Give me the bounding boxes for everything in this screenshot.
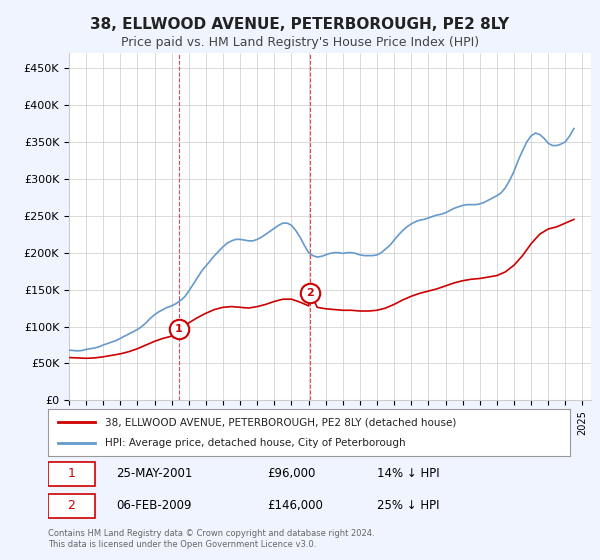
Text: 25-MAY-2001: 25-MAY-2001 — [116, 467, 192, 480]
Text: Contains HM Land Registry data © Crown copyright and database right 2024.
This d: Contains HM Land Registry data © Crown c… — [48, 529, 374, 549]
Text: 2: 2 — [68, 500, 76, 512]
Text: 14% ↓ HPI: 14% ↓ HPI — [377, 467, 439, 480]
FancyBboxPatch shape — [48, 462, 95, 486]
Text: 25% ↓ HPI: 25% ↓ HPI — [377, 500, 439, 512]
Text: 1: 1 — [175, 324, 182, 334]
Text: Price paid vs. HM Land Registry's House Price Index (HPI): Price paid vs. HM Land Registry's House … — [121, 36, 479, 49]
FancyBboxPatch shape — [48, 494, 95, 518]
Text: 2: 2 — [307, 287, 314, 297]
Text: £96,000: £96,000 — [267, 467, 316, 480]
Text: 38, ELLWOOD AVENUE, PETERBOROUGH, PE2 8LY (detached house): 38, ELLWOOD AVENUE, PETERBOROUGH, PE2 8L… — [106, 417, 457, 427]
Text: 1: 1 — [68, 467, 76, 480]
Text: HPI: Average price, detached house, City of Peterborough: HPI: Average price, detached house, City… — [106, 438, 406, 448]
Text: 06-FEB-2009: 06-FEB-2009 — [116, 500, 191, 512]
Text: 38, ELLWOOD AVENUE, PETERBOROUGH, PE2 8LY: 38, ELLWOOD AVENUE, PETERBOROUGH, PE2 8L… — [91, 17, 509, 32]
Text: £146,000: £146,000 — [267, 500, 323, 512]
